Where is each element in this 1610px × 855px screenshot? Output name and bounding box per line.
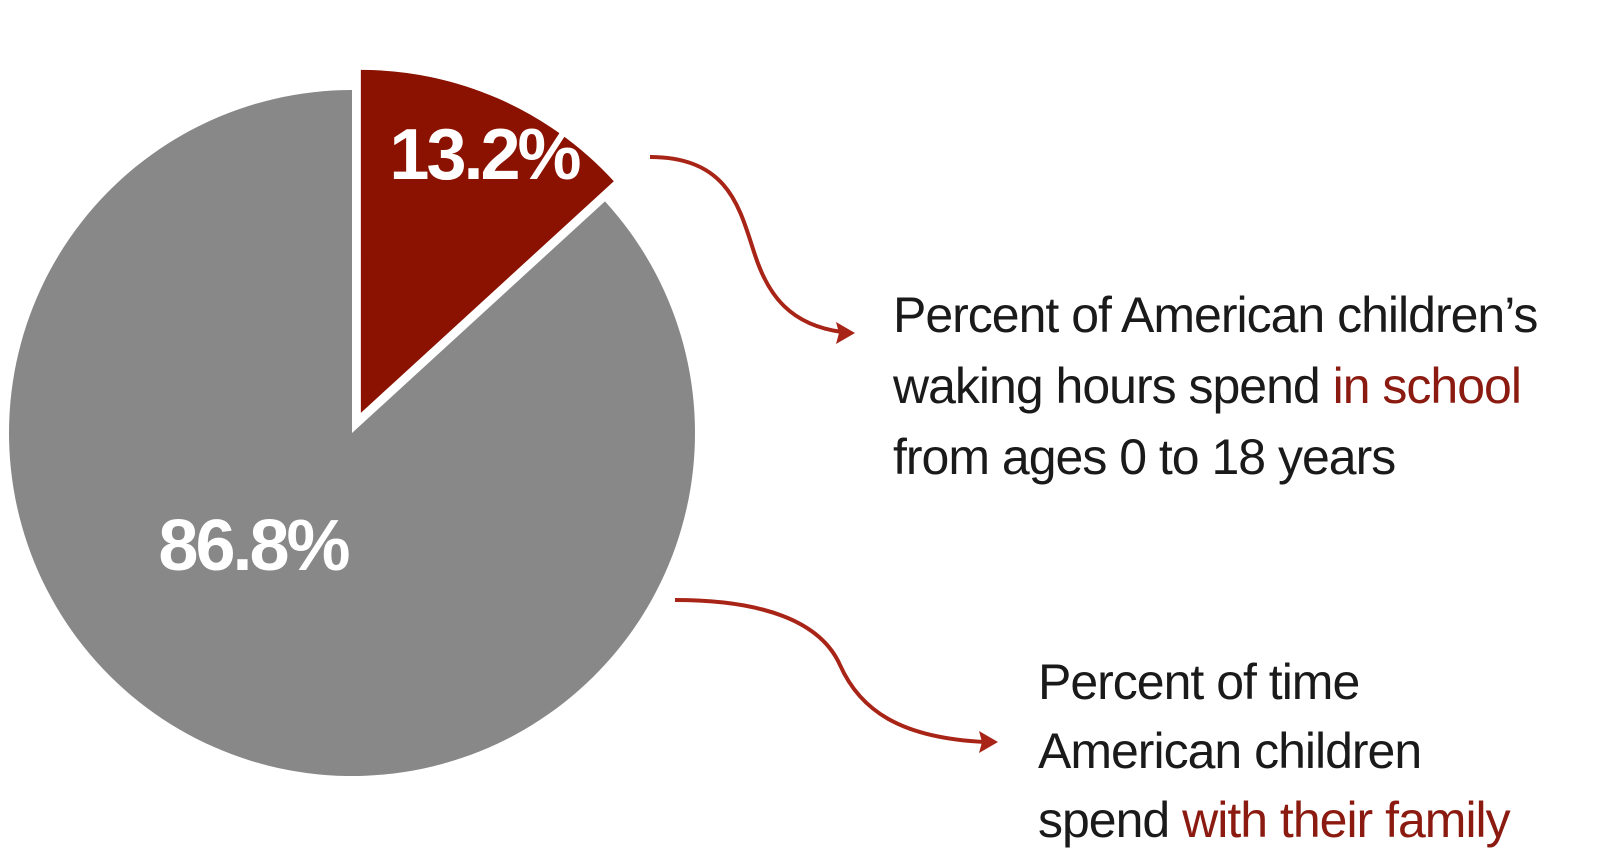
caption-family-text: Percent of time American children spend [1038,654,1422,848]
arrow-school-head [836,322,855,344]
caption-family: Percent of time American children spend … [1038,648,1558,855]
caption-school-text: Percent of American children’s waking ho… [893,287,1538,414]
pie-slice-school [360,69,614,413]
caption-school-highlight: in school [1332,358,1522,414]
caption-family-highlight: with their family [1182,792,1511,848]
arrow-school [649,155,843,334]
caption-school-text-end: from ages 0 to 18 years [893,429,1396,485]
pie-slice-family [9,90,696,776]
caption-school: Percent of American children’s waking ho… [893,280,1603,493]
arrow-family [674,598,986,744]
slice-label-school: 13.2% [389,115,580,195]
slice-label-family: 86.8% [158,506,349,586]
arrow-family-head [979,731,998,753]
